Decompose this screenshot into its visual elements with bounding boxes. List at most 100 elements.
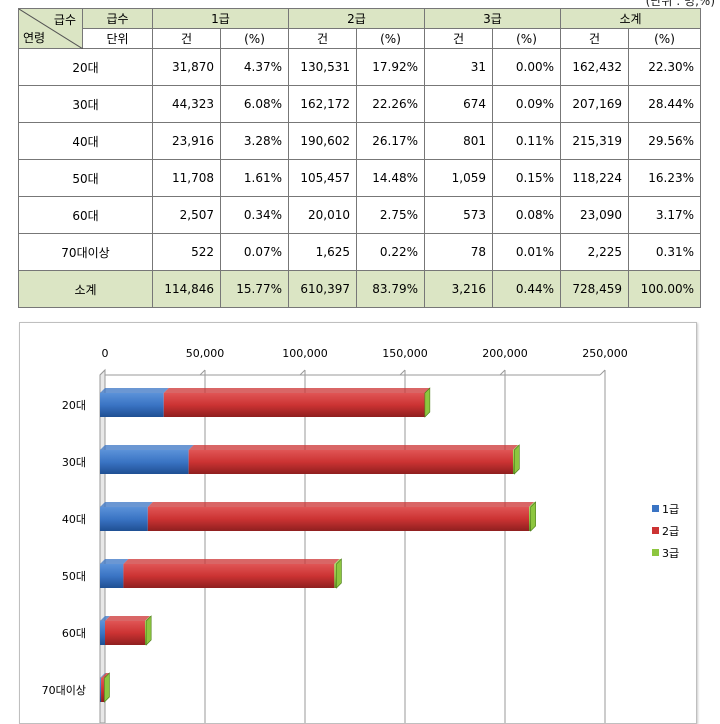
percent-cell: 29.56% <box>629 123 701 160</box>
count-cell: 162,432 <box>561 49 629 86</box>
x-tick-label: 250,000 <box>582 347 628 360</box>
percent-cell: 28.44% <box>629 86 701 123</box>
age-group-cell: 70대이상 <box>19 234 153 271</box>
percent-cell: 22.26% <box>357 86 425 123</box>
percent-cell: 0.01% <box>493 234 561 271</box>
corner-grade-label: 급수 <box>54 11 76 28</box>
bar-end-cap <box>104 673 109 702</box>
legend-swatch <box>652 527 659 534</box>
gridline-top <box>600 370 605 375</box>
bar-segment-3급 <box>334 564 336 588</box>
count-cell: 728,459 <box>561 271 629 308</box>
subheader-percent: (%) <box>629 29 701 49</box>
subheader-percent: (%) <box>357 29 425 49</box>
count-cell: 522 <box>153 234 221 271</box>
legend-label: 1급 <box>662 503 679 516</box>
subheader-count: 건 <box>289 29 357 49</box>
corner-age-label: 연령 <box>23 29 45 46</box>
bar-segment-top <box>164 388 430 393</box>
subheader-count: 건 <box>561 29 629 49</box>
percent-cell: 0.08% <box>493 197 561 234</box>
category-label: 20대 <box>62 399 86 412</box>
bar-segment-2급 <box>101 678 104 702</box>
subheader-count: 건 <box>425 29 493 49</box>
count-cell: 20,010 <box>289 197 357 234</box>
percent-cell: 1.61% <box>221 160 289 197</box>
header-grade-right: 급수 <box>83 9 153 29</box>
header-grade-2: 2급 <box>289 9 425 29</box>
percent-cell: 0.34% <box>221 197 289 234</box>
percent-cell: 2.75% <box>357 197 425 234</box>
table-corner-header: 급수 연령 <box>19 9 83 49</box>
age-group-cell: 60대 <box>19 197 153 234</box>
x-tick-label: 150,000 <box>382 347 428 360</box>
bar-segment-1급 <box>100 621 105 645</box>
category-label: 40대 <box>62 513 86 526</box>
subheader-percent: (%) <box>221 29 289 49</box>
bar-end-cap <box>336 559 341 588</box>
bar-end-cap <box>425 388 430 417</box>
count-cell: 23,090 <box>561 197 629 234</box>
category-label: 70대이상 <box>42 684 86 697</box>
count-cell: 31,870 <box>153 49 221 86</box>
age-group-cell: 30대 <box>19 86 153 123</box>
bar-segment-top <box>100 388 169 393</box>
count-cell: 23,916 <box>153 123 221 160</box>
bar-segment-1급 <box>100 507 148 531</box>
bar-end-cap <box>146 616 151 645</box>
age-group-cell: 40대 <box>19 123 153 160</box>
x-tick-label: 0 <box>102 347 109 360</box>
header-grade-1: 1급 <box>153 9 289 29</box>
count-cell: 1,625 <box>289 234 357 271</box>
header-subtotal: 소계 <box>561 9 701 29</box>
percent-cell: 15.77% <box>221 271 289 308</box>
count-cell: 3,216 <box>425 271 493 308</box>
count-cell: 610,397 <box>289 271 357 308</box>
count-cell: 31 <box>425 49 493 86</box>
percent-cell: 0.15% <box>493 160 561 197</box>
percent-cell: 83.79% <box>357 271 425 308</box>
age-group-cell: 소계 <box>19 271 153 308</box>
percent-cell: 0.09% <box>493 86 561 123</box>
age-group-cell: 20대 <box>19 49 153 86</box>
count-cell: 1,059 <box>425 160 493 197</box>
count-cell: 118,224 <box>561 160 629 197</box>
category-label: 60대 <box>62 627 86 640</box>
bar-end-cap <box>514 445 519 474</box>
subheader-percent: (%) <box>493 29 561 49</box>
count-cell: 105,457 <box>289 160 357 197</box>
bar-segment-top <box>100 502 153 507</box>
category-label: 50대 <box>62 570 86 583</box>
bar-segment-1급 <box>100 450 189 474</box>
percent-cell: 17.92% <box>357 49 425 86</box>
percent-cell: 0.07% <box>221 234 289 271</box>
x-tick-label: 50,000 <box>186 347 225 360</box>
gridline-top <box>400 370 405 375</box>
gridline-top <box>300 370 305 375</box>
legend-swatch <box>652 549 659 556</box>
percent-cell: 0.11% <box>493 123 561 160</box>
bar-segment-2급 <box>148 507 529 531</box>
percent-cell: 0.44% <box>493 271 561 308</box>
count-cell: 114,846 <box>153 271 221 308</box>
header-unit: 단위 <box>83 29 153 49</box>
percent-cell: 3.28% <box>221 123 289 160</box>
bar-segment-top <box>100 559 128 564</box>
bar-segment-2급 <box>123 564 334 588</box>
bar-segment-2급 <box>164 393 425 417</box>
bar-segment-top <box>123 559 339 564</box>
count-cell: 44,323 <box>153 86 221 123</box>
count-cell: 130,531 <box>289 49 357 86</box>
bar-segment-top <box>189 445 518 450</box>
gridline-top <box>200 370 205 375</box>
percent-cell: 14.48% <box>357 160 425 197</box>
count-cell: 674 <box>425 86 493 123</box>
x-tick-label: 100,000 <box>282 347 328 360</box>
